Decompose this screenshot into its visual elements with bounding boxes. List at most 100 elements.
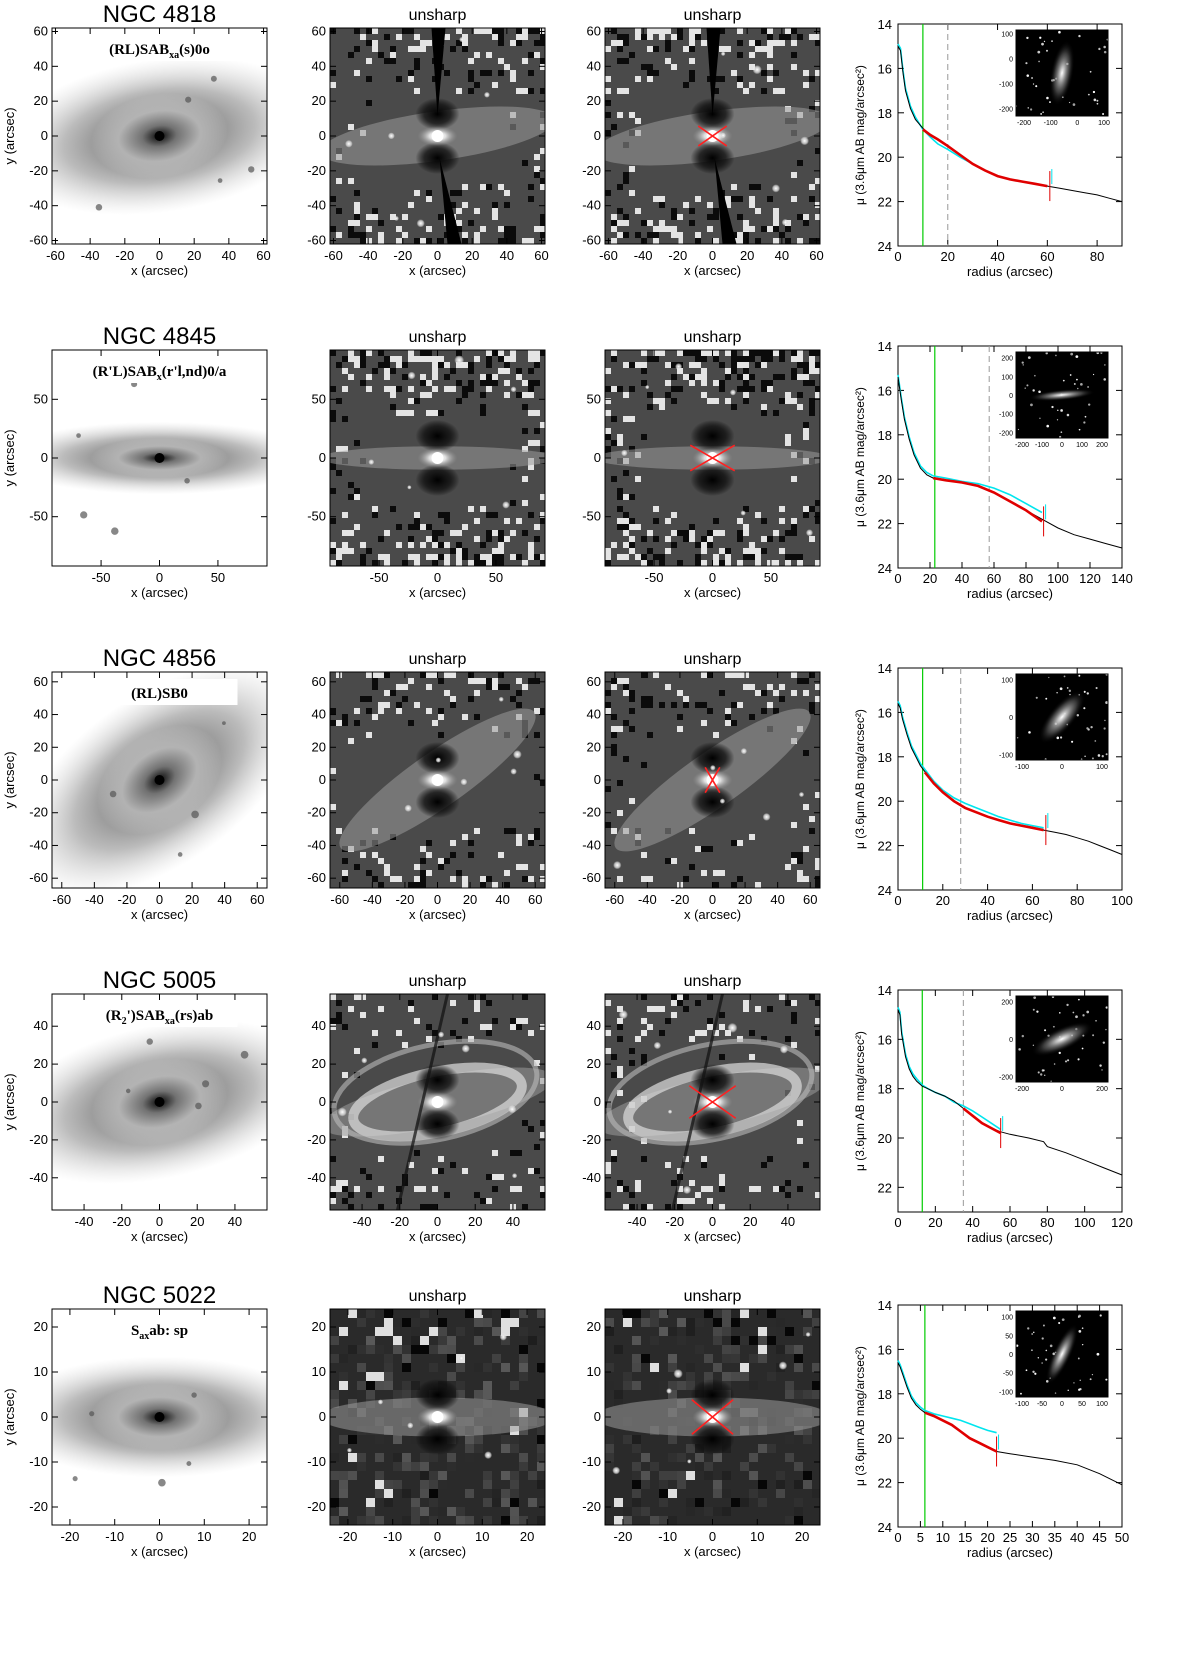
inset-y-tick-label: -50 <box>1003 1371 1013 1378</box>
noise-pixel <box>384 1327 393 1336</box>
noise-pixel <box>776 1345 785 1354</box>
noise-pixel <box>689 46 695 52</box>
noise-pixel <box>653 70 659 76</box>
noise-pixel <box>468 368 474 374</box>
noise-pixel <box>354 720 360 726</box>
noise-pixel <box>722 1507 731 1516</box>
noise-pixel <box>390 392 396 398</box>
noise-pixel <box>797 404 803 410</box>
inset-star <box>1036 1010 1039 1013</box>
noise-pixel <box>647 64 653 70</box>
noise-pixel <box>722 1354 731 1363</box>
noise-pixel <box>366 1498 375 1507</box>
noise-pixel <box>761 548 767 554</box>
noise-pixel <box>749 542 755 548</box>
x-tick-label: 10 <box>750 1529 764 1544</box>
noise-pixel <box>354 214 360 220</box>
inset-y-tick-label: -100 <box>999 412 1013 419</box>
x-tick-label: -40 <box>85 892 104 907</box>
noise-pixel <box>528 1498 537 1507</box>
noise-pixel <box>372 1030 378 1036</box>
noise-pixel <box>528 28 534 34</box>
noise-pixel <box>713 1318 722 1327</box>
noise-pixel <box>749 52 755 58</box>
noise-pixel <box>438 362 444 368</box>
y-tick-label: 0 <box>594 128 601 143</box>
noise-pixel <box>522 428 528 434</box>
x-tick-label: 40 <box>222 248 236 263</box>
noise-pixel <box>372 208 378 214</box>
noise-pixel <box>677 714 683 720</box>
y-tick-label: 40 <box>587 58 601 73</box>
inset-x-tick-label: -100 <box>1044 120 1058 127</box>
inset-star <box>1089 70 1092 73</box>
noise-pixel <box>749 82 755 88</box>
noise-pixel <box>462 834 468 840</box>
foreground-star <box>95 204 103 211</box>
noise-pixel <box>462 392 468 398</box>
noise-pixel <box>372 852 378 858</box>
noise-pixel <box>528 52 534 58</box>
noise-pixel <box>695 1453 704 1462</box>
noise-pixel <box>713 1453 722 1462</box>
noise-pixel <box>429 1453 438 1462</box>
noise-pixel <box>641 1480 650 1489</box>
foreground-star <box>484 1451 493 1460</box>
noise-pixel <box>794 1345 803 1354</box>
noise-pixel <box>695 232 701 238</box>
galaxy-image-panel: Saxab: sp <box>52 1309 267 1525</box>
noise-pixel <box>330 1354 339 1363</box>
noise-pixel <box>677 214 683 220</box>
noise-pixel <box>641 696 647 702</box>
noise-pixel <box>683 1156 689 1162</box>
x-tick-label: -40 <box>75 1214 94 1229</box>
noise-pixel <box>713 560 719 566</box>
noise-pixel <box>740 1498 749 1507</box>
inset-star <box>1099 1064 1102 1067</box>
noise-pixel <box>372 678 378 684</box>
noise-pixel <box>432 410 438 416</box>
artifact-wedge <box>431 28 446 116</box>
noise-pixel <box>722 1309 731 1318</box>
inset-star <box>1059 1012 1061 1014</box>
noise-pixel <box>534 732 540 738</box>
noise-pixel <box>336 178 342 184</box>
noise-pixel <box>686 1318 695 1327</box>
noise-pixel <box>402 1453 411 1462</box>
noise-pixel <box>372 714 378 720</box>
noise-pixel <box>504 190 510 196</box>
noise-pixel <box>432 1204 438 1210</box>
noise-pixel <box>462 232 468 238</box>
inset-star <box>1046 424 1050 428</box>
inset-star <box>1078 1314 1081 1318</box>
noise-pixel <box>354 362 360 368</box>
x-tick-label: 0 <box>434 1529 441 1544</box>
x-tick-label: 20 <box>463 892 477 907</box>
noise-pixel <box>785 1192 791 1198</box>
noise-pixel <box>767 1336 776 1345</box>
noise-pixel <box>665 362 671 368</box>
inset-star <box>1018 1048 1021 1051</box>
noise-pixel <box>629 1060 635 1066</box>
y-tick-label: 20 <box>878 794 892 809</box>
inset-star <box>1066 413 1070 417</box>
noise-pixel <box>339 1327 348 1336</box>
inset-x-tick-label: 0 <box>1060 1401 1064 1408</box>
inset-star <box>1068 101 1071 104</box>
y-tick-label: -20 <box>307 1132 326 1147</box>
x-tick-label: 60 <box>534 248 548 263</box>
dark-lobe <box>690 1379 735 1411</box>
noise-pixel <box>372 876 378 882</box>
foreground-star <box>195 1102 202 1110</box>
noise-pixel <box>695 1030 701 1036</box>
noise-pixel <box>456 560 462 566</box>
noise-pixel <box>528 512 534 518</box>
noise-pixel <box>483 1381 492 1390</box>
inset-y-tick-label: 100 <box>1001 32 1013 39</box>
inset-star <box>1025 1369 1028 1372</box>
noise-pixel <box>468 506 474 512</box>
noise-pixel <box>605 1453 614 1462</box>
noise-pixel <box>339 1489 348 1498</box>
